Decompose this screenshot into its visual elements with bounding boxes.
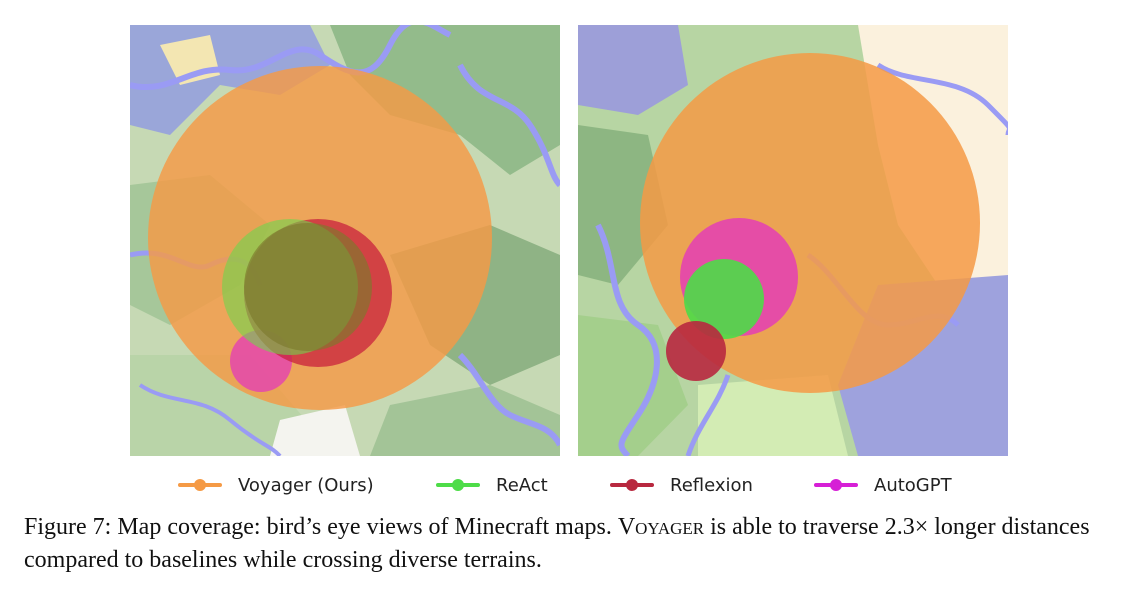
terrain-plains [698,375,848,456]
legend-item-react: ReAct [436,470,548,500]
map-right [578,25,1008,456]
legend-swatch-react [436,479,480,491]
map-left [130,25,560,456]
legend-label-autogpt: AutoGPT [874,474,952,496]
figure-caption: Figure 7: Map coverage: bird’s eye views… [24,511,1114,577]
legend-swatch-reflexion [610,479,654,491]
legend-label-reflexion: Reflexion [670,474,753,496]
coverage-reflexion [666,321,726,381]
terrain-forest [578,315,688,456]
caption-prefix: Figure 7: Map coverage: bird’s eye views… [24,514,612,540]
terrain-water [130,25,452,90]
caption-name: Voyager [617,514,705,540]
legend-swatch-autogpt [814,479,858,491]
coverage-overlap [244,223,372,351]
legend-label-react: ReAct [496,474,548,496]
map-right-image [578,25,1008,456]
legend-item-autogpt: AutoGPT [814,470,952,500]
terrain-water [457,63,560,188]
coverage-react [684,259,764,339]
terrain-water [595,223,660,456]
map-left-image [130,25,560,456]
legend-item-voyager: Voyager (Ours) [178,470,374,500]
legend-swatch-voyager [178,479,222,491]
legend-item-reflexion: Reflexion [610,470,753,500]
terrain-snow [270,405,360,456]
terrain-water [876,62,1008,135]
legend: Voyager (Ours) ReAct Reflexion AutoGPT [0,470,1131,500]
terrain-water [685,374,731,456]
terrain-forest [330,25,560,175]
terrain-mountain [578,25,688,115]
terrain-water [457,352,560,447]
terrain-water [138,383,282,456]
legend-label-voyager: Voyager (Ours) [238,474,374,496]
caption-suffix: is able to traverse 2.3× longer distance… [24,514,1090,573]
terrain-plains [370,385,560,456]
